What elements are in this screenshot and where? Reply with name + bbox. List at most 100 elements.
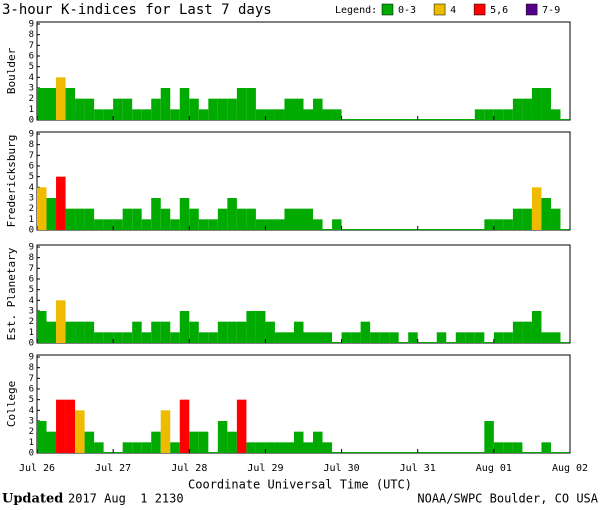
bar [341, 229, 352, 230]
bar [217, 208, 228, 230]
bar [265, 321, 275, 343]
bar [436, 332, 447, 343]
bar [341, 119, 352, 120]
bar [151, 98, 161, 120]
bar [465, 452, 475, 453]
bar [493, 442, 504, 453]
bar [541, 332, 551, 343]
y-tick-label: 1 [29, 215, 34, 225]
bar [236, 208, 247, 230]
bar [493, 219, 504, 230]
bar [313, 431, 323, 453]
legend-label: 5,6 [490, 5, 508, 16]
bar [303, 208, 314, 230]
bar [322, 442, 333, 453]
bar [465, 229, 475, 230]
bar [37, 311, 47, 343]
bar [522, 98, 532, 120]
y-tick-label: 3 [29, 307, 34, 317]
bar [113, 98, 123, 120]
bar [46, 88, 57, 120]
bar [255, 442, 266, 453]
bar [379, 119, 390, 120]
bar [84, 98, 95, 120]
bar [274, 442, 285, 453]
bar [474, 332, 485, 343]
bar [236, 88, 247, 120]
bar [360, 119, 371, 120]
bar [208, 452, 218, 453]
bar [446, 342, 456, 343]
bar [332, 109, 342, 120]
bar [255, 311, 266, 343]
bar [265, 219, 275, 230]
bar [436, 229, 447, 230]
bar [132, 208, 142, 230]
bar [37, 187, 47, 230]
bar [160, 88, 171, 120]
bar [160, 321, 171, 343]
panel-label: Est. Planetary [5, 247, 18, 340]
x-tick-label: Jul 30 [324, 463, 360, 474]
bar [417, 342, 428, 343]
bar [531, 88, 542, 120]
bar [512, 442, 523, 453]
bar [46, 321, 57, 343]
bar [65, 321, 76, 343]
bar [179, 399, 190, 453]
bar [94, 332, 104, 343]
bar [484, 109, 494, 120]
bar [455, 119, 466, 120]
bar [141, 219, 152, 230]
bar [408, 332, 418, 343]
bar [455, 452, 466, 453]
bar [84, 321, 95, 343]
bar [332, 452, 342, 453]
x-axis-label: Coordinate Universal Time (UTC) [188, 478, 412, 492]
y-tick-label: 3 [29, 194, 34, 204]
bar [389, 119, 399, 120]
bar [103, 332, 114, 343]
y-tick-label: 7 [29, 374, 34, 384]
bar [293, 208, 304, 230]
bar [465, 332, 475, 343]
bar [398, 452, 409, 453]
y-tick-label: 5 [29, 172, 34, 182]
bar [293, 321, 304, 343]
y-tick-label: 2 [29, 427, 34, 437]
panel-label: College [5, 381, 18, 427]
bar [398, 342, 409, 343]
bar [94, 219, 104, 230]
bar [255, 109, 266, 120]
bar [503, 109, 513, 120]
bar [170, 219, 180, 230]
y-tick-label: 7 [29, 151, 34, 161]
bar [208, 98, 218, 120]
bar [293, 431, 304, 453]
bar [84, 208, 95, 230]
bar [351, 332, 361, 343]
bar [227, 321, 237, 343]
panel-label: Fredericksburg [5, 135, 18, 228]
bar [332, 219, 342, 230]
bar [56, 176, 66, 230]
bar [332, 342, 342, 343]
bar [370, 229, 380, 230]
y-tick-label: 7 [29, 264, 34, 274]
bar [132, 321, 142, 343]
bar [370, 452, 380, 453]
y-tick-label: 1 [29, 438, 34, 448]
bar [246, 311, 256, 343]
bar [75, 410, 85, 453]
bar [217, 421, 228, 453]
x-tick-label: Jul 31 [400, 463, 436, 474]
bar [408, 452, 418, 453]
bar [284, 98, 294, 120]
y-tick-label: 8 [29, 30, 34, 40]
bar [427, 342, 437, 343]
bar [246, 442, 256, 453]
bar [503, 442, 513, 453]
bar [65, 208, 76, 230]
bar [208, 332, 218, 343]
bar [427, 229, 437, 230]
